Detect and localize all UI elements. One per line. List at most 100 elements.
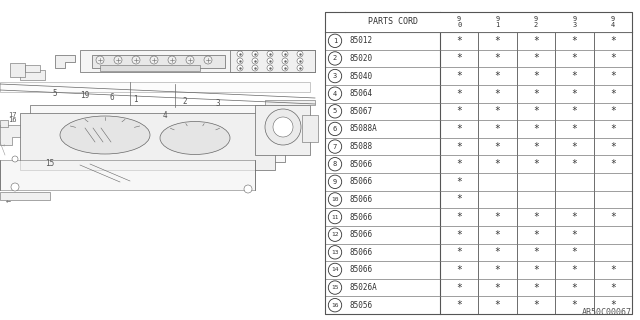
Text: *: * [495,265,500,275]
Text: *: * [572,283,577,292]
Text: 6: 6 [333,126,337,132]
Polygon shape [10,63,25,77]
Text: 9: 9 [495,16,500,22]
Text: *: * [456,265,462,275]
Text: *: * [456,53,462,63]
Text: 4: 4 [333,91,337,97]
Text: 85067: 85067 [349,107,372,116]
Circle shape [12,156,18,162]
Polygon shape [25,65,40,72]
Circle shape [297,58,303,64]
Text: 3: 3 [216,100,220,108]
Text: 13: 13 [332,250,339,255]
Text: *: * [533,53,539,63]
Text: 4: 4 [163,110,167,119]
Polygon shape [325,12,632,32]
Circle shape [282,58,288,64]
Circle shape [297,65,303,71]
Text: 19: 19 [81,91,90,100]
Text: *: * [495,230,500,240]
Text: *: * [456,230,462,240]
Text: *: * [495,36,500,46]
Text: *: * [572,124,577,134]
Polygon shape [55,55,75,68]
Text: 9: 9 [534,16,538,22]
Text: 15: 15 [332,285,339,290]
Polygon shape [265,100,315,105]
Circle shape [267,65,273,71]
Polygon shape [230,50,315,72]
Text: 7: 7 [333,144,337,149]
Circle shape [168,56,176,64]
Text: 85066: 85066 [349,160,372,169]
Text: *: * [456,159,462,169]
Text: *: * [456,106,462,116]
Text: 16: 16 [332,303,339,308]
Text: 17: 17 [8,112,16,118]
Text: *: * [610,71,616,81]
Text: 6: 6 [109,93,115,102]
Text: 1: 1 [333,38,337,44]
Text: 2: 2 [182,98,188,107]
Circle shape [282,65,288,71]
Circle shape [273,117,293,137]
Text: 85066: 85066 [349,177,372,186]
Text: 85066: 85066 [349,248,372,257]
Circle shape [252,58,258,64]
Text: AB50C00067: AB50C00067 [582,308,632,317]
Text: 2: 2 [534,22,538,28]
Text: *: * [495,89,500,99]
Text: 1: 1 [495,22,500,28]
Text: *: * [572,247,577,257]
Circle shape [96,56,104,64]
Text: 85066: 85066 [349,212,372,221]
Text: 85066: 85066 [349,265,372,275]
Circle shape [282,51,288,57]
Text: *: * [533,71,539,81]
Text: *: * [495,124,500,134]
Text: 85026A: 85026A [349,283,377,292]
Text: 9: 9 [457,16,461,22]
Text: *: * [495,159,500,169]
Text: 11: 11 [332,215,339,220]
Circle shape [237,58,243,64]
Circle shape [267,58,273,64]
Circle shape [114,56,122,64]
Polygon shape [92,55,225,68]
Text: *: * [572,89,577,99]
Circle shape [237,51,243,57]
Circle shape [204,56,212,64]
Text: *: * [533,141,539,152]
Circle shape [132,56,140,64]
Text: 85012: 85012 [349,36,372,45]
Ellipse shape [160,122,230,155]
Circle shape [267,51,273,57]
Text: 3: 3 [572,22,577,28]
Text: 85040: 85040 [349,72,372,81]
Text: *: * [456,195,462,204]
Text: 85066: 85066 [349,230,372,239]
Text: 8: 8 [333,161,337,167]
Text: 85020: 85020 [349,54,372,63]
Text: 9: 9 [333,179,337,185]
Polygon shape [80,50,315,72]
Text: *: * [533,265,539,275]
Text: 85088: 85088 [349,142,372,151]
Text: *: * [572,159,577,169]
Text: 9: 9 [611,16,615,22]
Text: *: * [533,124,539,134]
Text: 5: 5 [52,89,58,98]
Text: *: * [572,265,577,275]
Bar [325,12,632,314]
Text: *: * [610,283,616,292]
Text: *: * [533,36,539,46]
Text: 16: 16 [8,117,16,123]
Text: 85066: 85066 [349,195,372,204]
Text: *: * [572,36,577,46]
Text: *: * [572,230,577,240]
Text: *: * [610,159,616,169]
Text: *: * [456,300,462,310]
Text: *: * [533,247,539,257]
Text: *: * [456,124,462,134]
Text: →: → [1,142,5,148]
